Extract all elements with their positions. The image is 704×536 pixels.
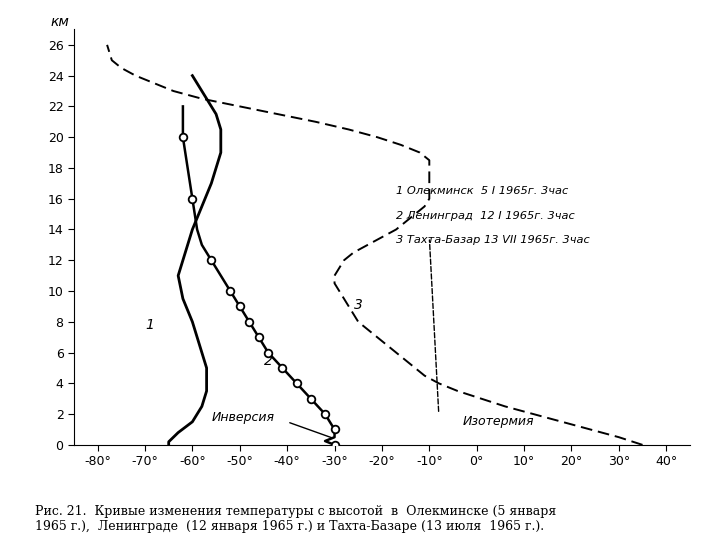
Text: 3: 3 [354, 299, 363, 312]
Text: км: км [50, 16, 69, 29]
Text: Инверсия: Инверсия [211, 411, 275, 423]
Text: 3 Тахта-Базар 13 VII 1965г. 3час: 3 Тахта-Базар 13 VII 1965г. 3час [396, 235, 590, 245]
Text: Изотермия: Изотермия [463, 415, 534, 428]
Text: 2 Ленинград  12 I 1965г. 3час: 2 Ленинград 12 I 1965г. 3час [396, 211, 575, 221]
Text: 1 Олекминск  5 I 1965г. 3час: 1 Олекминск 5 I 1965г. 3час [396, 186, 568, 196]
Text: Рис. 21.  Кривые изменения температуры с высотой  в  Олекминске (5 января
1965 г: Рис. 21. Кривые изменения температуры с … [35, 505, 556, 533]
Text: 2: 2 [264, 354, 272, 368]
Text: 1: 1 [145, 318, 154, 332]
